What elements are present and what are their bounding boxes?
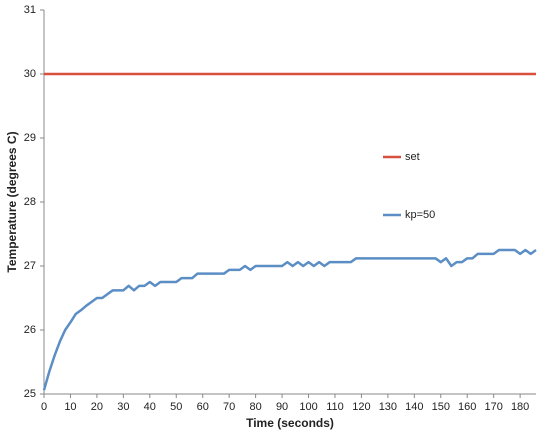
x-tick-label: 180 xyxy=(511,401,529,413)
x-tick-label: 160 xyxy=(458,401,476,413)
y-tick-label: 26 xyxy=(24,324,36,336)
x-tick-label: 170 xyxy=(484,401,502,413)
x-tick-label: 70 xyxy=(223,401,235,413)
x-tick-label: 140 xyxy=(405,401,423,413)
x-tick-label: 10 xyxy=(64,401,76,413)
x-tick-label: 60 xyxy=(197,401,209,413)
x-tick-label: 80 xyxy=(249,401,261,413)
x-tick-label: 110 xyxy=(326,401,344,413)
x-tick-label: 130 xyxy=(379,401,397,413)
y-tick-label: 31 xyxy=(24,4,36,16)
x-tick-label: 50 xyxy=(170,401,182,413)
x-tick-label: 30 xyxy=(117,401,129,413)
x-tick-label: 90 xyxy=(276,401,288,413)
y-tick-label: 29 xyxy=(24,132,36,144)
series-line xyxy=(42,248,537,391)
x-tick-label: 20 xyxy=(91,401,103,413)
y-tick-label: 28 xyxy=(24,196,36,208)
x-tick-label: 0 xyxy=(41,401,47,413)
x-tick-label: 100 xyxy=(299,401,317,413)
legend-label: set xyxy=(405,151,420,163)
y-axis-title: Temperature (degrees C) xyxy=(5,131,19,272)
x-axis-title: Time (seconds) xyxy=(246,416,334,430)
y-tick-label: 27 xyxy=(24,260,36,272)
legend-label: kp=50 xyxy=(405,209,435,221)
x-tick-label: 120 xyxy=(352,401,370,413)
y-tick-label: 30 xyxy=(24,68,36,80)
x-tick-label: 40 xyxy=(144,401,156,413)
y-tick-label: 25 xyxy=(24,388,36,400)
x-tick-label: 150 xyxy=(432,401,450,413)
